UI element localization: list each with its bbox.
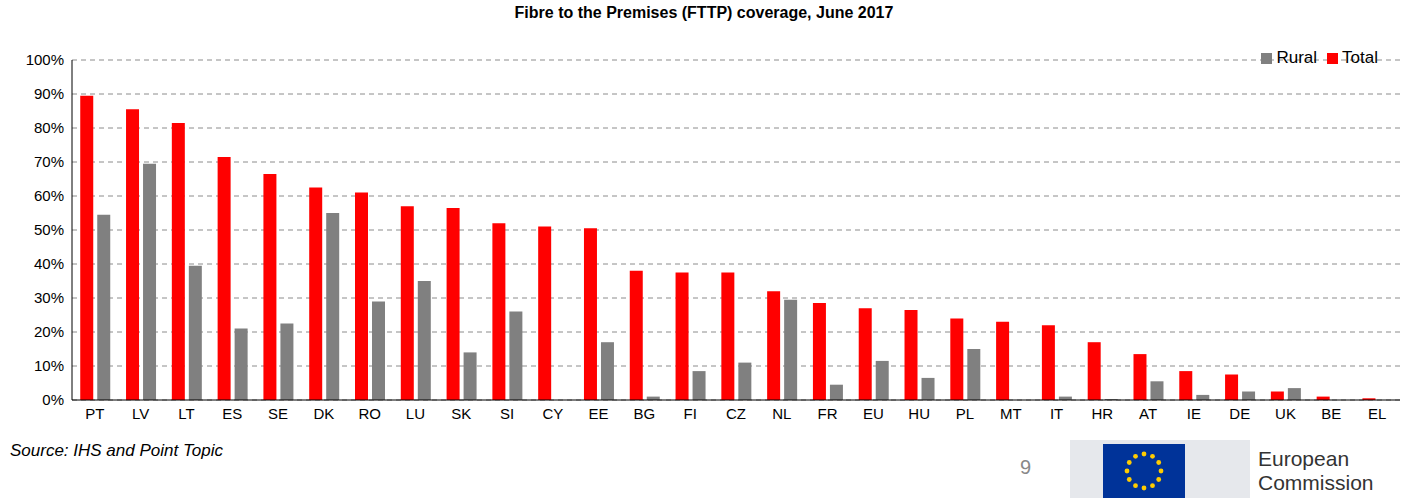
svg-text:HR: HR (1092, 405, 1114, 422)
svg-text:20%: 20% (34, 323, 64, 340)
svg-text:BG: BG (634, 405, 656, 422)
html-text:Rural: Rural (1276, 48, 1318, 67)
svg-text:ES: ES (222, 405, 242, 422)
svg-text:UK: UK (1275, 405, 1296, 422)
svg-text:80%: 80% (34, 119, 64, 136)
svg-text:AT: AT (1139, 405, 1157, 422)
svg-text:LT: LT (178, 405, 194, 422)
html-text:Source: IHS and Point Topic: Source: IHS and Point Topic (10, 441, 223, 460)
svg-text:30%: 30% (34, 289, 64, 306)
svg-text:PT: PT (85, 405, 104, 422)
svg-text:FI: FI (684, 405, 697, 422)
svg-text:MT: MT (1000, 405, 1022, 422)
svg-text:70%: 70% (34, 153, 64, 170)
svg-text:DE: DE (1229, 405, 1250, 422)
svg-text:10%: 10% (34, 357, 64, 374)
html-text:Total: Total (1342, 48, 1378, 67)
svg-text:CZ: CZ (726, 405, 746, 422)
svg-text:EE: EE (589, 405, 609, 422)
svg-text:60%: 60% (34, 187, 64, 204)
svg-text:FR: FR (818, 405, 838, 422)
svg-text:0%: 0% (42, 391, 64, 408)
svg-text:IE: IE (1187, 405, 1201, 422)
html-text:9: 9 (1020, 456, 1032, 478)
svg-text:EU: EU (863, 405, 884, 422)
svg-text:SK: SK (451, 405, 471, 422)
svg-text:NL: NL (772, 405, 791, 422)
svg-text:BE: BE (1321, 405, 1341, 422)
svg-text:CY: CY (542, 405, 563, 422)
svg-text:DK: DK (313, 405, 334, 422)
svg-text:SI: SI (500, 405, 514, 422)
svg-text:PL: PL (956, 405, 974, 422)
html-text:European Commission: European Commission (1258, 447, 1374, 494)
svg-text:50%: 50% (34, 221, 64, 238)
svg-text:IT: IT (1050, 405, 1063, 422)
svg-text:EL: EL (1368, 405, 1386, 422)
svg-text:100%: 100% (26, 51, 64, 68)
svg-text:90%: 90% (34, 85, 64, 102)
svg-text:RO: RO (358, 405, 381, 422)
svg-text:LV: LV (132, 405, 149, 422)
svg-text:40%: 40% (34, 255, 64, 272)
svg-text:HU: HU (908, 405, 930, 422)
svg-text:SE: SE (268, 405, 288, 422)
html-text:Fibre to the Premises (FTTP) c: Fibre to the Premises (FTTP) coverage, J… (514, 4, 894, 21)
svg-text:LU: LU (406, 405, 425, 422)
